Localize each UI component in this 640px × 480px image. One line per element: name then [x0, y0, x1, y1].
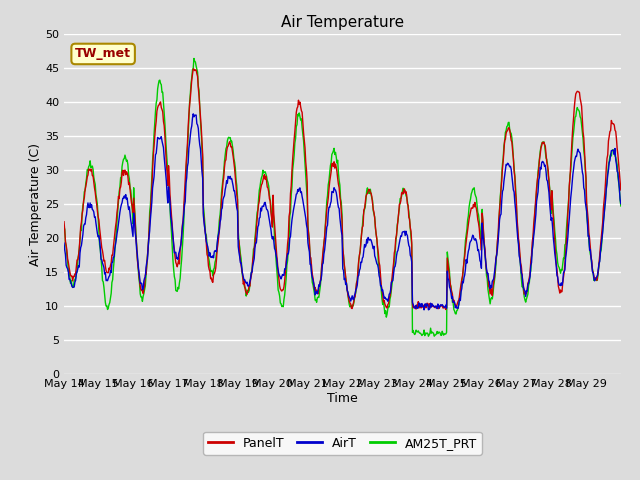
- PanelT: [60, 219, 68, 225]
- AirT: [60, 240, 68, 246]
- AirT: [433, 303, 440, 309]
- Text: TW_met: TW_met: [75, 48, 131, 60]
- AM25T_PRT: [228, 143, 236, 148]
- AirT: [125, 204, 133, 210]
- AM25T_PRT: [617, 203, 625, 209]
- Line: PanelT: PanelT: [64, 69, 621, 310]
- Line: AM25T_PRT: AM25T_PRT: [64, 59, 621, 336]
- AirT: [401, 228, 408, 234]
- PanelT: [432, 305, 440, 311]
- PanelT: [277, 287, 285, 293]
- Y-axis label: Air Temperature (C): Air Temperature (C): [29, 143, 42, 265]
- AM25T_PRT: [190, 56, 198, 61]
- PanelT: [228, 148, 236, 154]
- AM25T_PRT: [256, 184, 264, 190]
- AM25T_PRT: [401, 188, 408, 194]
- PanelT: [125, 180, 133, 185]
- PanelT: [442, 307, 450, 312]
- PanelT: [256, 191, 264, 196]
- AM25T_PRT: [433, 331, 440, 337]
- AirT: [420, 307, 428, 313]
- AirT: [617, 201, 625, 206]
- X-axis label: Time: Time: [327, 392, 358, 405]
- Title: Air Temperature: Air Temperature: [281, 15, 404, 30]
- AirT: [256, 215, 264, 220]
- PanelT: [189, 66, 197, 72]
- PanelT: [617, 187, 625, 193]
- Legend: PanelT, AirT, AM25T_PRT: PanelT, AirT, AM25T_PRT: [203, 432, 482, 455]
- AM25T_PRT: [125, 176, 133, 182]
- AirT: [189, 111, 197, 117]
- PanelT: [401, 186, 408, 192]
- AM25T_PRT: [424, 333, 432, 339]
- AM25T_PRT: [277, 301, 285, 307]
- AM25T_PRT: [60, 224, 68, 230]
- Line: AirT: AirT: [64, 114, 621, 310]
- AirT: [228, 180, 236, 185]
- AirT: [277, 276, 285, 282]
